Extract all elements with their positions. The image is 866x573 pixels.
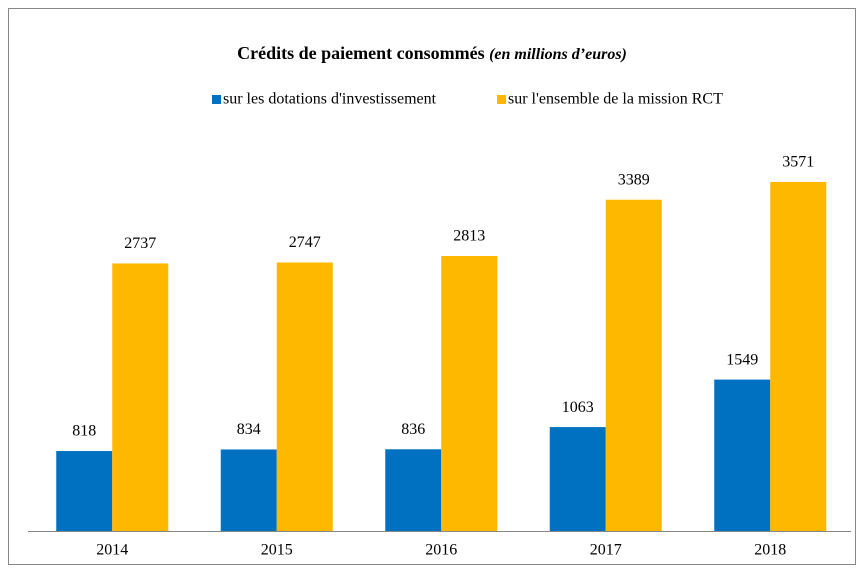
bar: [385, 449, 442, 531]
x-tick-label: 2017: [590, 542, 622, 559]
bar: [56, 451, 113, 531]
x-tick-label: 2016: [425, 542, 457, 559]
x-tick-label: 2018: [754, 542, 786, 559]
chart-title-group: Crédits de paiement consommés (en millio…: [237, 43, 627, 63]
data-label: 2737: [124, 235, 156, 252]
data-label: 3571: [782, 154, 814, 171]
data-label: 2813: [453, 228, 485, 245]
legend-label: sur l'ensemble de la mission RCT: [508, 91, 723, 108]
x-tick-label: 2014: [96, 542, 128, 559]
data-label: 1549: [726, 351, 758, 368]
data-label: 1063: [562, 399, 594, 416]
bar: [770, 181, 827, 531]
x-tick-label: 2015: [261, 542, 293, 559]
bar: [605, 199, 662, 531]
legend-swatch: [212, 95, 221, 104]
data-label: 818: [72, 423, 96, 440]
bar: [441, 256, 498, 531]
data-label: 3389: [618, 171, 650, 188]
chart-title: Crédits de paiement consommés: [237, 43, 484, 63]
legend-label: sur les dotations d'investissement: [223, 91, 437, 108]
bar: [276, 262, 333, 531]
legend-swatch: [497, 95, 506, 104]
bar: [220, 449, 277, 531]
data-label: 2747: [289, 234, 321, 251]
bar: [549, 427, 606, 531]
data-label: 836: [401, 421, 425, 438]
bar: [112, 263, 169, 531]
data-label: 834: [237, 421, 261, 438]
bar: [714, 379, 771, 531]
chart-subtitle: (en millions d’euros): [489, 46, 627, 63]
